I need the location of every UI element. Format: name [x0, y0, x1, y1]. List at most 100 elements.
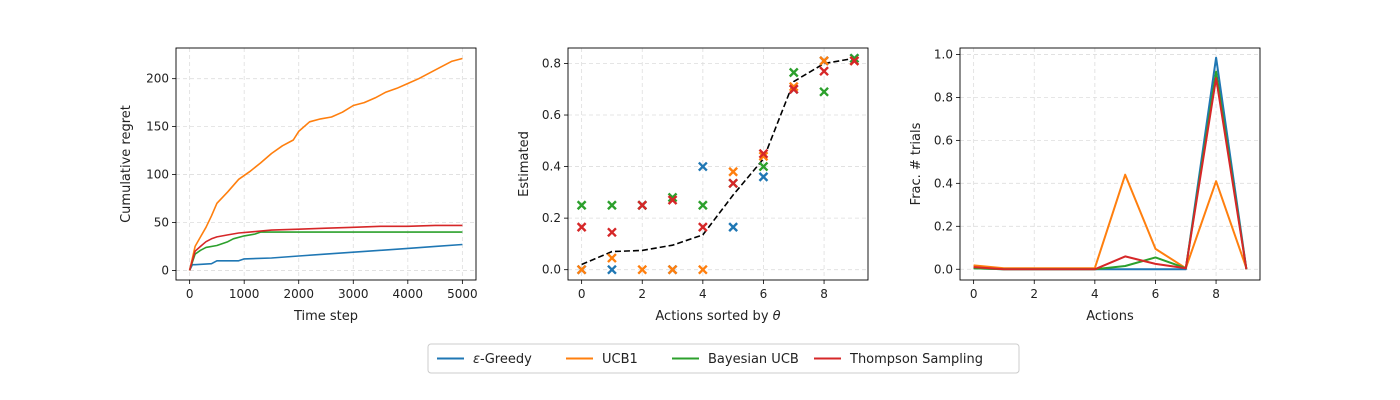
x-tick: 2 [1030, 280, 1038, 301]
marker-stroke [576, 200, 587, 211]
scatter-point-ucb1 [819, 56, 829, 66]
x-tick: 2 [638, 280, 646, 301]
x-tick: 0 [578, 280, 586, 301]
scatter-point-egreedy [607, 264, 617, 275]
x-tick-label: 0 [578, 287, 586, 301]
y-tick: 200 [146, 72, 176, 86]
scatter-point-ucb1 [758, 151, 769, 162]
series-line-ucb1 [973, 173, 1248, 270]
y-tick: 150 [146, 120, 176, 134]
x-tick: 4000 [393, 280, 423, 301]
marker-stroke [788, 84, 799, 95]
y-tick-label: 150 [146, 120, 169, 134]
y-tick-label: 0.0 [934, 262, 953, 276]
y-tick: 0.4 [934, 176, 960, 190]
x-tick-label: 4 [699, 287, 707, 301]
marker-stroke [758, 172, 769, 182]
scatter-point-ucb1 [697, 264, 708, 275]
x-tick: 8 [820, 280, 828, 301]
x-tick-label: 0 [970, 287, 978, 301]
marker-stroke [819, 66, 829, 77]
y-tick-label: 0 [161, 263, 169, 277]
y-tick-label: 0.8 [934, 90, 953, 104]
y-tick-label: 0.2 [934, 219, 953, 233]
y-tick-label: 100 [146, 168, 169, 182]
y-tick: 100 [146, 168, 176, 182]
panel-2: 0 2 4 6 8 0.0 0.2 0.4 0.6 0.8 Actions sorted by θ E… [517, 47, 869, 324]
y-axis-label: Frac. # trials [909, 122, 924, 205]
legend-label-text: Bayesian UCB [708, 352, 799, 367]
y-tick: 0 [161, 263, 176, 277]
scatter-point-thompson [788, 84, 799, 95]
marker-stroke [758, 148, 769, 159]
marker-stroke [576, 264, 587, 275]
marker-stroke [758, 161, 769, 172]
y-tick-label: 1.0 [934, 47, 953, 61]
scatter-point-bayes [849, 53, 860, 64]
true-theta-line [581, 57, 855, 266]
scatter-point-thompson [667, 195, 678, 205]
x-axis-label: Actions sorted by θ [655, 309, 780, 324]
y-tick: 0.2 [542, 211, 568, 225]
y-tick-label: 0.0 [542, 263, 561, 277]
x-axis-label-symbol: θ [773, 309, 781, 324]
legend-box [427, 343, 1020, 374]
scatter-point-bayes [667, 192, 678, 203]
y-tick-label: 200 [146, 72, 169, 86]
legend-label: Bayesian UCB [708, 352, 799, 367]
x-tick: 8 [1212, 280, 1220, 301]
scatter-point-thompson [576, 222, 587, 233]
scatter-point-bayes [758, 161, 769, 172]
series-line-thompson [188, 224, 463, 271]
scatter-point-ucb1 [637, 264, 648, 275]
scatter-point-ucb1 [728, 166, 739, 177]
marker-stroke [637, 264, 648, 275]
scatter-point-thompson [697, 222, 708, 233]
x-tick: 5000 [447, 280, 478, 301]
series-line-bayes [973, 70, 1248, 271]
marker-stroke [607, 264, 617, 275]
x-tick: 4 [1091, 280, 1099, 301]
scatter-point-bayes [576, 200, 587, 211]
marker-stroke [697, 161, 708, 172]
y-tick-label: 0.4 [542, 160, 561, 174]
legend-label-text: -Greedy [480, 352, 532, 367]
marker-stroke [697, 264, 708, 275]
scatter-point-bayes [697, 200, 708, 211]
scatter-point-ucb1 [607, 253, 617, 263]
marker-stroke [607, 253, 617, 263]
legend-label-text: Thompson Sampling [849, 352, 983, 367]
x-tick-label: 1000 [229, 287, 260, 301]
x-axis-label-text: Actions sorted by [655, 309, 772, 324]
scatter-point-bayes [819, 86, 829, 97]
marker-stroke [667, 192, 678, 203]
legend-entry-egreedy: ε-Greedy [437, 352, 532, 367]
y-tick-label: 0.6 [542, 108, 561, 122]
scatter-point-thompson [607, 227, 617, 238]
x-tick: 6 [1152, 280, 1159, 301]
legend-label-text: UCB1 [602, 352, 638, 367]
y-axis-label: Cumulative regret [119, 105, 134, 223]
y-tick-label: 0.8 [542, 56, 561, 70]
y-tick: 1.0 [934, 47, 960, 61]
series-line-ucb1 [188, 57, 463, 271]
scatter-point-egreedy [758, 172, 769, 182]
y-tick: 0.8 [542, 56, 568, 70]
x-axis-label: Time step [293, 309, 358, 324]
legend-entry-ucb1: UCB1 [566, 352, 638, 367]
y-tick: 0.0 [934, 262, 960, 276]
marker-stroke [819, 86, 829, 97]
x-tick-label: 8 [1212, 287, 1220, 301]
marker-stroke [607, 227, 617, 238]
panel-1: 0 1000 2000 3000 4000 5000 0 50 100 150 200 Time st… [119, 47, 478, 324]
marker-stroke [849, 53, 860, 64]
series-line-egreedy [973, 56, 1248, 271]
x-tick-label: 2 [638, 287, 646, 301]
x-tick-label: 2000 [283, 287, 314, 301]
x-tick: 2000 [283, 280, 314, 301]
series-line-egreedy [188, 243, 463, 271]
marker-stroke [758, 151, 769, 162]
x-tick: 0 [186, 280, 193, 301]
axes-frame [567, 47, 869, 281]
